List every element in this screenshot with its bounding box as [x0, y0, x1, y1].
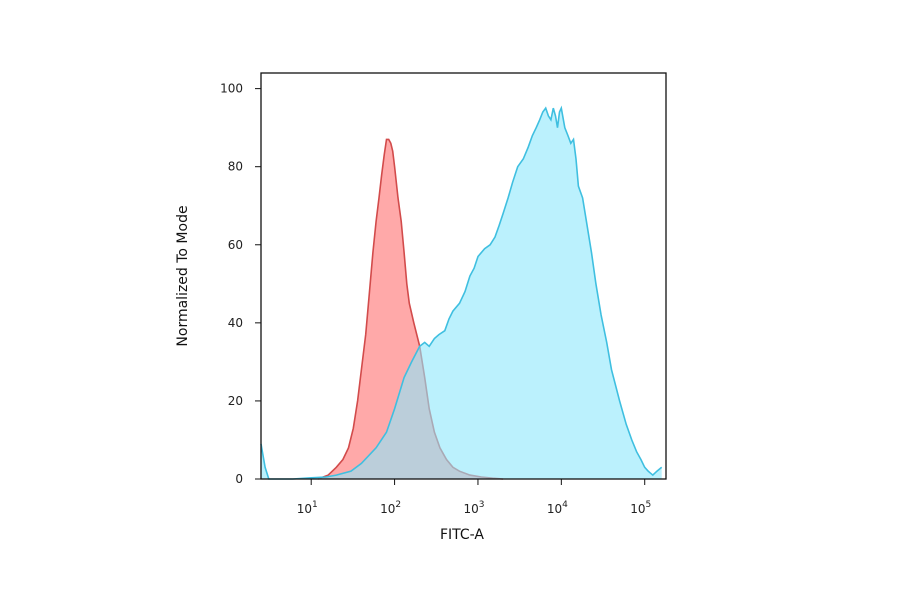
y-axis: 0 20 40 60 80 100: [220, 82, 261, 486]
x-tick-label: 102: [380, 500, 401, 516]
x-tick-label: 101: [297, 500, 318, 516]
x-axis-title: FITC-A: [440, 527, 484, 543]
plot-series-group: [260, 105, 663, 480]
series-2-area: [261, 108, 662, 479]
x-tick-label: 103: [463, 500, 484, 516]
series-2-line: [260, 105, 663, 480]
x-tick-label: 105: [630, 500, 651, 516]
y-axis-title: Normalized To Mode: [175, 205, 191, 346]
x-tick-label: 104: [547, 500, 568, 516]
x-axis: 101 102 103 104 105: [297, 479, 651, 516]
y-tick-label: 100: [220, 82, 243, 96]
y-tick-label: 40: [228, 316, 243, 330]
y-tick-label: 80: [228, 160, 243, 174]
y-tick-label: 20: [228, 394, 243, 408]
y-tick-label: 0: [235, 472, 243, 486]
y-tick-label: 60: [228, 238, 243, 252]
plot-frame: [260, 72, 667, 480]
